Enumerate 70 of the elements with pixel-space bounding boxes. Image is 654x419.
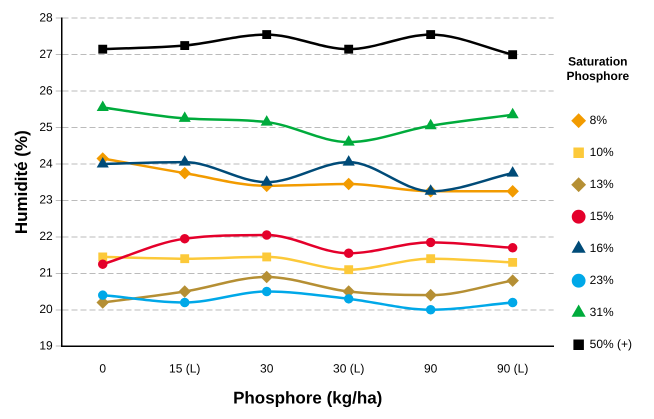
y-tick-label: 27	[39, 46, 54, 61]
legend-label: 16%	[590, 241, 614, 256]
y-tick-label: 21	[39, 266, 54, 280]
point	[344, 248, 354, 258]
legend-label: 10%	[590, 145, 614, 160]
point	[262, 30, 272, 40]
point	[508, 50, 518, 60]
point	[178, 167, 190, 179]
point	[260, 271, 272, 283]
point	[180, 234, 190, 244]
legend-label: 50% (+)	[590, 337, 632, 352]
x-tick-label: 15 (L)	[169, 362, 200, 376]
point	[178, 286, 190, 298]
point	[180, 41, 190, 50]
point	[506, 186, 518, 198]
point	[426, 238, 436, 248]
point	[98, 158, 108, 168]
x-tick-label: 90	[424, 362, 438, 376]
legend-label: 15%	[590, 209, 614, 224]
point	[426, 30, 436, 40]
y-tick-label: 23	[39, 192, 54, 207]
point	[426, 186, 436, 195]
y-tick-label: 20	[39, 302, 54, 316]
x-axis-title: Phosphore (kg/ha)	[233, 388, 382, 408]
point	[426, 120, 436, 130]
point	[262, 252, 272, 262]
point	[262, 116, 272, 126]
y-tick-label: 28	[39, 10, 54, 25]
point	[344, 265, 354, 274]
point	[262, 286, 272, 296]
x-tick-label: 30	[260, 362, 274, 376]
y-tick-label: 19	[39, 338, 54, 353]
point	[506, 274, 518, 286]
point	[344, 136, 354, 146]
point	[98, 290, 108, 300]
legend-label: 13%	[590, 177, 614, 192]
point	[508, 243, 518, 253]
x-tick-label: 30 (L)	[333, 362, 364, 376]
point	[262, 176, 272, 186]
point	[426, 305, 436, 315]
point	[508, 167, 518, 177]
point	[344, 44, 354, 54]
point	[262, 230, 272, 240]
y-axis-title: Humidité (%)	[12, 130, 31, 234]
point	[180, 254, 190, 264]
point	[98, 102, 108, 111]
x-tick-label: 0	[99, 362, 106, 376]
x-tick-label: 90 (L)	[496, 362, 528, 376]
y-tick-label: 22	[39, 229, 54, 244]
point	[344, 156, 354, 166]
legend-title: Saturation Phosphore	[566, 54, 630, 84]
point	[426, 254, 436, 264]
point	[342, 178, 354, 190]
point	[180, 156, 190, 166]
y-tick-label: 26	[39, 83, 54, 98]
point	[180, 112, 190, 122]
legend-label: 8%	[590, 113, 608, 128]
point	[508, 298, 518, 308]
y-tick-label: 25	[39, 120, 54, 134]
point	[424, 289, 436, 301]
y-tick-label: 24	[39, 156, 54, 170]
point	[180, 298, 190, 308]
legend-label: 23%	[590, 273, 614, 288]
point	[98, 252, 108, 262]
point	[98, 44, 108, 54]
point	[508, 258, 518, 267]
point	[98, 259, 108, 269]
point	[508, 109, 518, 118]
legend-label: 31%	[590, 305, 614, 320]
point	[344, 294, 354, 304]
